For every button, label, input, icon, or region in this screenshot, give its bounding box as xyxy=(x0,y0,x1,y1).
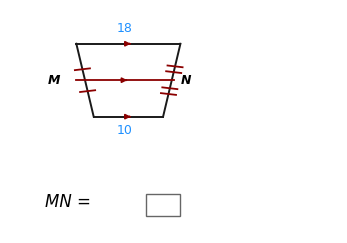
Text: M: M xyxy=(48,74,60,87)
Text: 10: 10 xyxy=(117,124,133,137)
Text: MN =: MN = xyxy=(45,193,91,211)
Text: N: N xyxy=(180,74,191,87)
Text: 18: 18 xyxy=(117,22,133,35)
FancyBboxPatch shape xyxy=(146,194,180,216)
